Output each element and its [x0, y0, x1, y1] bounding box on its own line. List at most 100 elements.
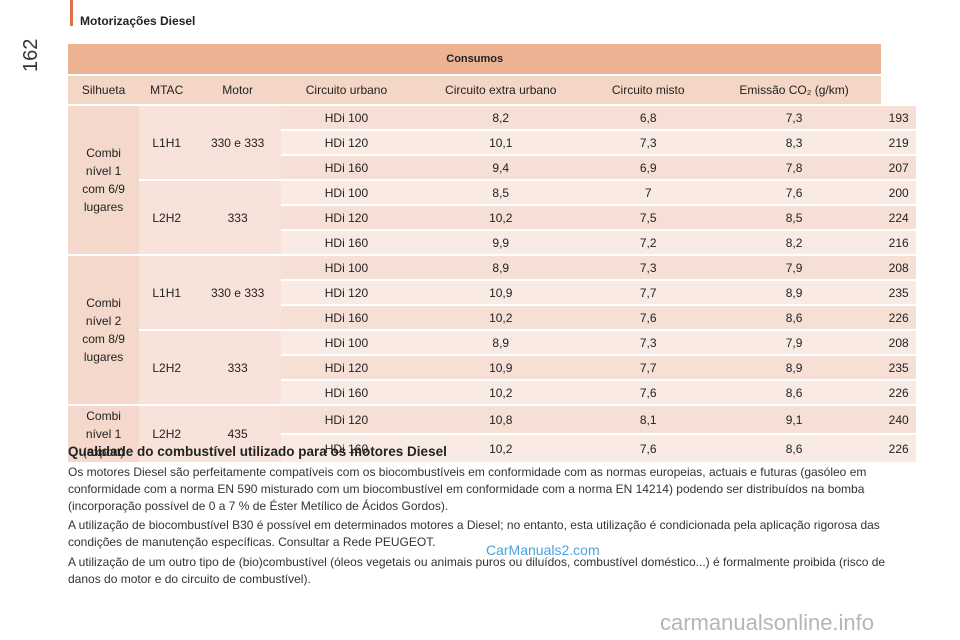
column-header: MTAC [139, 74, 195, 104]
body-cell: L1H1 [139, 254, 195, 329]
column-header: Silhueta [68, 74, 140, 104]
table-cell: 235 [881, 354, 916, 379]
body-cell: L2H2 [139, 179, 195, 254]
table-cell: 226 [881, 433, 916, 462]
body-cell: L1H1 [139, 104, 195, 179]
table-cell: HDi 120 [281, 204, 412, 229]
table-cell: HDi 160 [281, 379, 412, 404]
table-cell: 10,9 [411, 354, 590, 379]
table-row: HDi 160 9,9 7,2 8,2 216 [68, 229, 916, 254]
table-cell: 8,2 [706, 229, 882, 254]
table-cell: 7,9 [706, 329, 882, 354]
table-cell: 226 [881, 304, 916, 329]
table-cell: 9,9 [411, 229, 590, 254]
watermark-footer: carmanualsonline.info [660, 610, 875, 635]
table-cell: 216 [881, 229, 916, 254]
table-cell: 8,5 [411, 179, 590, 204]
paragraph: A utilização de um outro tipo de (bio)co… [68, 555, 886, 586]
table-cell: 208 [881, 329, 916, 354]
table-cell: HDi 120 [281, 404, 412, 433]
table-cell: 8,6 [706, 304, 882, 329]
table-cell: 8,9 [706, 279, 882, 304]
table-cell: 10,9 [411, 279, 590, 304]
table-cell: 226 [881, 379, 916, 404]
table-row: Combi nível 1 com 6/9 lugares L1H1 330 e 333 H… [68, 104, 916, 254]
table-row: HDi 120 10,9 7,7 8,9 235 [68, 354, 916, 379]
page-number: 162 [20, 38, 42, 72]
table-cell: 10,2 [411, 304, 590, 329]
table-cell: 10,1 [411, 129, 590, 154]
silhueta-cell: Combi nível 1 (export) [68, 404, 140, 462]
table-row: HDi 160 10,2 7,6 8,6 226 [68, 433, 916, 462]
mtac-cell: 435 [194, 404, 282, 462]
table-cell: 10,2 [411, 433, 590, 462]
table-cell: 8,6 [706, 433, 882, 462]
table-cell: 7,6 [589, 304, 707, 329]
table-row: Combi nível 2 com 8/9 lugares L1H1 330 e 333 H… [68, 254, 916, 404]
table-cell: 8,3 [706, 129, 882, 154]
section-marker [70, 0, 73, 26]
table-cell: HDi 100 [281, 104, 412, 129]
table-cell: 7,3 [589, 329, 707, 354]
table-cell: 7,7 [589, 279, 707, 304]
section-title: Motorizações Diesel [80, 14, 196, 28]
table-cell: 8,2 [411, 104, 590, 129]
table-cell: HDi 160 [281, 304, 412, 329]
table-cell: 7,6 [589, 379, 707, 404]
column-header: Circuito misto [589, 74, 707, 104]
silhueta-cell: Combi nível 1 com 6/9 lugares [68, 104, 140, 254]
table-cell: 7,3 [706, 104, 882, 129]
table-cell: 8,5 [706, 204, 882, 229]
table-cell: 208 [881, 254, 916, 279]
paragraph: Os motores Diesel são perfeitamente comp… [68, 465, 867, 513]
silhueta-cell: Combi nível 2 com 8/9 lugares [68, 254, 140, 404]
table-row: HDi 120 10,2 7,5 8,5 224 [68, 204, 916, 229]
table-cell: 8,9 [706, 354, 882, 379]
table-cell: HDi 100 [281, 179, 412, 204]
mtac-cell: 330 e 333 [194, 104, 282, 179]
table-cell: 240 [881, 404, 916, 433]
watermark-overlay: CarManuals2.com [486, 542, 600, 558]
table-cell: 8,9 [411, 329, 590, 354]
table-cell: 6,8 [589, 104, 707, 129]
table-cell: 7,6 [589, 433, 707, 462]
body-cell: L2H2 [139, 329, 195, 404]
paragraph: A utilização de biocombustível B30 é pos… [68, 518, 880, 549]
table-cell: 7,8 [706, 154, 882, 179]
table-row: HDi 160 10,2 7,6 8,6 226 [68, 379, 916, 404]
table-cell: HDi 160 [281, 154, 412, 179]
table-cell: 8,1 [589, 404, 707, 433]
table-cell: 193 [881, 104, 916, 129]
mtac-cell: 333 [194, 329, 282, 404]
table-row: HDi 160 10,2 7,6 8,6 226 [68, 304, 916, 329]
table-cell: HDi 120 [281, 279, 412, 304]
table-cell: HDi 120 [281, 354, 412, 379]
mtac-cell: 330 e 333 [194, 254, 282, 329]
table-row: Combi nível 1 (export) L2H2 435 HDi 120 10,8 8,… [68, 404, 916, 462]
mtac-cell: 333 [194, 179, 282, 254]
table-cell: 6,9 [589, 154, 707, 179]
column-header: Emissão CO₂ (g/km) [706, 74, 882, 104]
table-cell: 7,7 [589, 354, 707, 379]
table-cell: 7 [589, 179, 707, 204]
table-cell: 7,3 [589, 254, 707, 279]
column-header: Motor [194, 74, 282, 104]
table-cell: 219 [881, 129, 916, 154]
table-cell: 200 [881, 179, 916, 204]
table-row: HDi 120 10,1 7,3 8,3 219 [68, 129, 916, 154]
fuel-quality-heading: Qualidade do combustível utilizado para … [68, 444, 447, 459]
table-row: L2H2 333 HDi 100 8,9 7,3 7,9 208 [68, 329, 916, 404]
table-cell: 207 [881, 154, 916, 179]
table-title: Consumos [68, 44, 882, 74]
table-cell: HDi 160 [281, 229, 412, 254]
table-cell: HDi 100 [281, 329, 412, 354]
consumption-table: Consumos Silhueta MTAC Motor Circuito urban… [68, 44, 916, 462]
table-cell: HDi 160 [281, 433, 412, 462]
table-cell: HDi 100 [281, 254, 412, 279]
column-header: Circuito extra urbano [411, 74, 590, 104]
table-cell: 10,2 [411, 379, 590, 404]
table-cell: 8,6 [706, 379, 882, 404]
table-cell: 10,8 [411, 404, 590, 433]
table-row: L2H2 333 HDi 100 8,5 7 7,6 200 [68, 179, 916, 254]
table-cell: HDi 120 [281, 129, 412, 154]
